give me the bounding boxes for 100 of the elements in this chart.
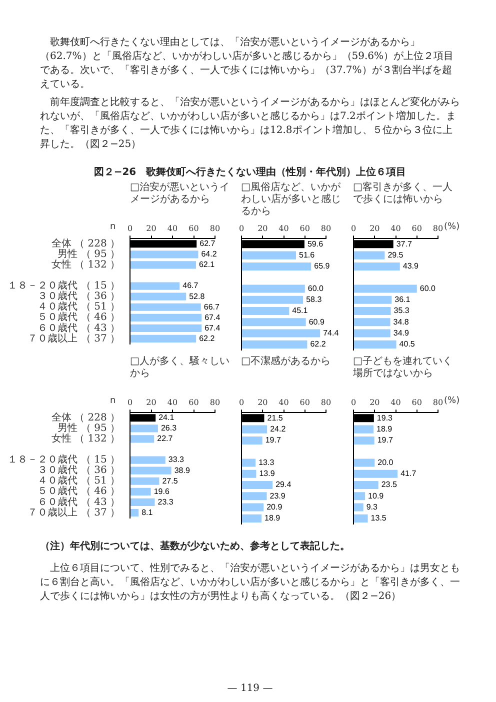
y-tick-label: ７０歳以上 （ 37 ） [28, 506, 120, 518]
bar [130, 456, 166, 464]
text: 前年度調査と比較すると、「治安が悪いというイメージがあるから」はほとんど変化がみられないが、「風俗店など、いかがわしい店が多いと感じるから」は7.2ポイント増加した。また、「客引きが多く、一人で歩くには怖いから」は12.8ポイント増加し、５位から３位に上昇した。（図２−25） [40, 96, 460, 152]
data-label: 13.5 [370, 514, 387, 523]
data-label: 33.3 [168, 455, 184, 464]
bar [242, 503, 264, 512]
data-label: 59.6 [307, 239, 324, 248]
x-tick-label: 80 [210, 398, 220, 407]
x-tick-label: 80 [320, 224, 332, 233]
data-label: 66.7 [204, 302, 220, 312]
bar [242, 307, 290, 316]
y-tick-label: 全体 （ 228 ） [51, 237, 120, 250]
y-tick-label: ６０歳代 （ 43 ） [38, 496, 120, 508]
y-tick-label: ４０歳代 （ 51 ） [38, 474, 120, 487]
data-label: 43.9 [402, 262, 420, 271]
bar [242, 262, 312, 270]
caption: 図２−26 歌舞伎町へ行きたくない理由（性別・年代別）上位６項目 [92, 166, 408, 180]
data-label: 64.2 [201, 250, 218, 259]
data-label: 26.3 [160, 424, 178, 433]
data-label: 21.5 [267, 413, 284, 422]
data-label: 29.4 [276, 480, 292, 490]
x-tick-label: 40 [390, 398, 401, 407]
bar [242, 318, 306, 326]
x-tick-label: 0 [127, 224, 133, 233]
bar [130, 314, 202, 322]
data-label: 19.3 [376, 413, 394, 422]
data-label: 34.8 [393, 317, 410, 326]
data-label: 19.7 [377, 436, 394, 445]
bar [242, 492, 267, 500]
bar [242, 251, 296, 260]
y-tick-label: ７０歳以上 （ 37 ） [28, 332, 120, 344]
data-label: 74.4 [323, 328, 340, 338]
x-tick-label: 0 [351, 224, 356, 233]
bar [130, 334, 196, 343]
x-tick-label: 40 [390, 224, 401, 233]
y-tick-label: ６０歳代 （ 43 ） [38, 322, 120, 334]
data-label: 65.9 [314, 262, 330, 271]
data-label: 9.3 [366, 502, 378, 512]
bar [130, 488, 151, 496]
bar [354, 284, 417, 293]
x-tick-label: 20 [370, 224, 380, 233]
text: 歌舞伎町へ行きたくない理由としては、「治安が悪いというイメージがあるから」（62.7%）と「風俗店など、いかがわしい店が多いと感じるから」（59.6%）が上位２項目である。次いで、「客引きが多く、一人で歩くには怖いから」（37.7%）が３割台半ばを超えている。 [40, 36, 455, 92]
x-tick-label: 80 [320, 398, 332, 407]
data-label: 18.9 [264, 514, 281, 523]
data-label: 62.2 [199, 334, 216, 343]
bar [130, 498, 155, 506]
data-label: 35.3 [394, 306, 410, 316]
y-tick-label: １８－２０歳代 （ 15 ） [8, 280, 120, 292]
bar [242, 481, 273, 490]
data-label: 51.6 [299, 250, 316, 260]
data-label: 60.0 [308, 284, 324, 293]
bar [354, 470, 398, 478]
data-label: 37.7 [396, 239, 412, 248]
bar [242, 296, 304, 304]
data-label: 29.5 [388, 250, 404, 260]
bar [242, 514, 262, 522]
data-label: 45.1 [292, 306, 308, 316]
x-tick-label: 60 [412, 224, 422, 233]
bar [130, 261, 196, 269]
data-label: 24.1 [158, 413, 175, 422]
data-label: 41.7 [400, 469, 417, 478]
chart-title: □治安が悪いというイメージがあるから [130, 182, 230, 206]
x-tick-label: 80 [432, 398, 444, 407]
data-label: 22.7 [157, 434, 174, 444]
x-tick-label: 20 [146, 398, 156, 407]
data-label: 20.0 [378, 458, 394, 467]
x-tick-label: 80 [432, 224, 444, 233]
data-label: 18.9 [376, 424, 393, 434]
bar [354, 492, 366, 500]
y-tick-label: 女性 （ 132 ） [51, 258, 120, 271]
bar [354, 340, 396, 348]
bar [130, 508, 139, 517]
data-label: 20.9 [266, 502, 283, 512]
bar [354, 296, 392, 304]
text: (%) [444, 222, 460, 232]
data-label: 27.5 [162, 476, 178, 486]
y-tick-label: 男性 （ 95 ） [58, 422, 120, 434]
data-label: 34.9 [393, 328, 410, 338]
bar [130, 435, 154, 443]
x-tick-label: 60 [300, 224, 310, 233]
x-tick-label: 0 [127, 398, 133, 407]
bar [354, 458, 375, 467]
x-tick-label: 20 [370, 398, 380, 407]
chart-title: □子どもを連れていく場所ではないから [353, 356, 454, 380]
bar [354, 514, 368, 522]
x-tick-label: 60 [188, 398, 199, 407]
text: （注）年代別については、基数が少ないため、参考として表記した。 [40, 540, 351, 554]
x-tick-label: 0 [239, 224, 244, 233]
data-label: 46.7 [182, 281, 199, 290]
y-tick-label: ５０歳代 （ 46 ） [38, 311, 120, 324]
data-label: 19.6 [154, 486, 170, 496]
y-tick-label: ３０歳代 （ 36 ） [38, 290, 120, 302]
data-label: 60.9 [308, 317, 325, 326]
text: n [110, 222, 116, 232]
y-tick-label: 全体 （ 228 ） [51, 411, 120, 424]
data-label: 23.9 [270, 491, 286, 500]
bar [242, 284, 305, 293]
data-label: 19.7 [265, 436, 282, 445]
y-tick-label: ４０歳代 （ 51 ） [38, 300, 120, 313]
data-label: 67.4 [204, 323, 221, 332]
